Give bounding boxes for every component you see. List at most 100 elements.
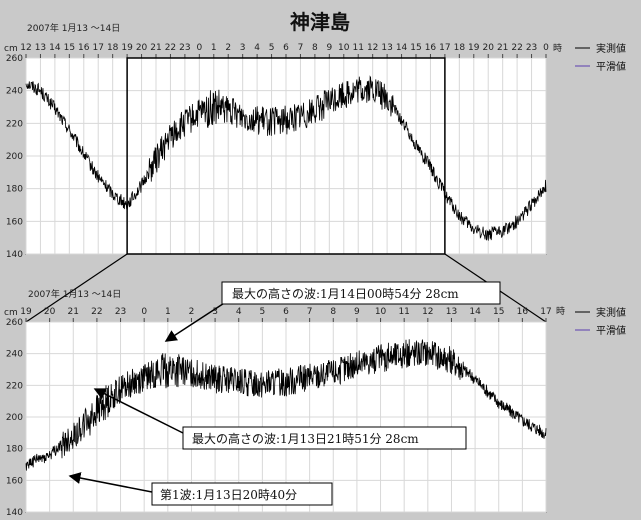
bottom-y-tick-label: 240	[6, 350, 23, 360]
top-chart: 2007年 1月13 〜14日 cm 時 12 13 14 15 16 17 18 19 20 2…	[4, 22, 626, 260]
bottom-y-tick-label: 260	[6, 318, 23, 328]
bottom-x-tick-label: 17	[540, 307, 551, 317]
top-highlight-box	[126, 57, 446, 255]
top-x-tick-label: 1	[211, 43, 217, 53]
top-x-tick-label: 19	[121, 43, 133, 53]
annotation-max-wave-13: 最大の高さの波:1月13日21時51分 28cm	[192, 431, 419, 446]
top-x-tick-label: 22	[511, 43, 522, 53]
bottom-hour-unit: 時	[556, 306, 565, 317]
top-x-tick-label: 7	[298, 43, 304, 53]
bottom-y-tick-label: 180	[6, 445, 23, 455]
bottom-x-tick-label: 15	[493, 307, 504, 317]
bottom-x-tick-label: 2	[189, 307, 195, 317]
top-x-tick-label: 13	[381, 43, 392, 53]
annotation-box-first-wave	[151, 482, 333, 506]
top-x-tick-label: 0	[196, 43, 202, 53]
bottom-x-tick-label: 3	[212, 307, 218, 317]
top-x-tick-label: 2	[225, 43, 231, 53]
bottom-x-tick-label: 6	[283, 307, 289, 317]
bottom-x-tick-label: 0	[141, 307, 147, 317]
top-y-tick-label: 160	[6, 217, 23, 227]
annotation-box-max-wave-14	[221, 281, 501, 305]
bottom-series	[25, 339, 547, 471]
bottom-x-tick-label: 23	[115, 307, 126, 317]
top-x-tick-label: 12	[20, 43, 31, 53]
bottom-y-tick-label: 140	[6, 508, 23, 518]
annotation-arrow-first-wave	[68, 472, 153, 493]
top-date-label: 2007年 1月13 〜14日	[27, 22, 120, 34]
bottom-x-tick-label: 5	[259, 307, 265, 317]
top-x-ticks: 12 13 14 15 16 17 18 19 20 21 22 23 0 1 2 3 4 5 6 7 8 9 10 11 12…	[20, 43, 549, 58]
top-hour-unit: 時	[553, 43, 562, 54]
bottom-x-tick-label: 11	[398, 307, 409, 317]
zoom-connector-left	[25, 253, 128, 323]
top-x-tick-label: 10	[338, 43, 350, 53]
top-series	[25, 75, 547, 241]
top-x-tick-label: 14	[396, 43, 408, 53]
bottom-x-tick-label: 8	[330, 307, 336, 317]
bottom-legend: 実測値 平滑値	[575, 306, 626, 337]
bottom-y-ticks: 260 240 220 200 180 160 140	[6, 318, 23, 518]
top-x-tick-label: 20	[136, 43, 148, 53]
top-x-tick-label: 13	[35, 43, 46, 53]
top-x-tick-label: 17	[92, 43, 103, 53]
bottom-x-tick-label: 1	[165, 307, 171, 317]
bottom-x-tick-label: 7	[307, 307, 313, 317]
top-x-tick-label: 20	[482, 43, 494, 53]
annotation-arrow-max-wave-13	[93, 388, 186, 435]
bottom-x-tick-label: 16	[517, 307, 529, 317]
top-y-tick-label: 240	[6, 87, 23, 97]
annotation-arrow-max-wave-14	[164, 297, 233, 342]
top-x-tick-label: 19	[468, 43, 480, 53]
top-x-tick-label: 15	[410, 43, 421, 53]
top-x-tick-label: 21	[150, 43, 161, 53]
top-legend-actual: 実測値	[596, 42, 626, 55]
top-x-tick-label: 6	[283, 43, 289, 53]
bottom-chart: 2007年 1月13 〜14日 cm 時 19 20 21 22 23 0 1 2 3 4 5 6 7 8…	[4, 288, 626, 518]
bottom-x-tick-label: 14	[469, 307, 481, 317]
top-x-tick-label: 12	[367, 43, 378, 53]
top-y-ticks: 260 240 220 200 180 160 140	[6, 54, 23, 260]
top-x-tick-label: 23	[179, 43, 190, 53]
top-x-tick-label: 15	[64, 43, 75, 53]
bottom-x-tick-label: 9	[354, 307, 360, 317]
bottom-y-tick-label: 160	[6, 476, 23, 486]
bottom-x-tick-label: 20	[44, 307, 56, 317]
bottom-series-actual	[25, 339, 547, 471]
bottom-legend-actual: 実測値	[596, 306, 626, 319]
top-x-tick-label: 18	[107, 43, 119, 53]
top-x-tick-label: 18	[454, 43, 466, 53]
top-x-tick-label: 22	[165, 43, 176, 53]
bottom-x-tick-label: 10	[375, 307, 387, 317]
top-x-tick-label: 16	[78, 43, 90, 53]
top-y-tick-label: 180	[6, 185, 23, 195]
top-x-tick-label: 3	[240, 43, 246, 53]
annotation-max-wave-14: 最大の高さの波:1月14日00時54分 28cm	[232, 286, 459, 301]
bottom-x-tick-label: 19	[20, 307, 32, 317]
bottom-x-tick-label: 13	[446, 307, 457, 317]
bottom-grid	[25, 321, 547, 513]
top-x-tick-label: 17	[439, 43, 450, 53]
page-title: 神津島	[290, 10, 350, 34]
top-y-unit: cm	[4, 44, 18, 54]
top-x-tick-label: 23	[526, 43, 537, 53]
top-legend: 実測値 平滑値	[575, 42, 626, 73]
bottom-y-tick-label: 200	[6, 413, 23, 423]
bottom-y-tick-label: 220	[6, 381, 23, 391]
top-x-tick-label: 11	[352, 43, 363, 53]
bottom-x-tick-label: 4	[236, 307, 242, 317]
top-x-tick-label: 5	[269, 43, 275, 53]
annotations: 最大の高さの波:1月14日00時54分 28cm 最大の高さの波:1月13日21…	[68, 281, 501, 506]
top-x-tick-label: 21	[497, 43, 508, 53]
bottom-x-tick-label: 22	[91, 307, 102, 317]
top-y-tick-label: 260	[6, 54, 23, 64]
top-x-tick-label: 16	[425, 43, 437, 53]
bottom-x-tick-label: 12	[422, 307, 433, 317]
annotation-first-wave: 第1波:1月13日20時40分	[160, 488, 297, 502]
bottom-legend-smoothed: 平滑値	[596, 324, 626, 337]
bottom-x-tick-label: 21	[68, 307, 79, 317]
top-y-tick-label: 140	[6, 250, 23, 260]
bottom-date-label: 2007年 1月13 〜14日	[28, 288, 121, 300]
